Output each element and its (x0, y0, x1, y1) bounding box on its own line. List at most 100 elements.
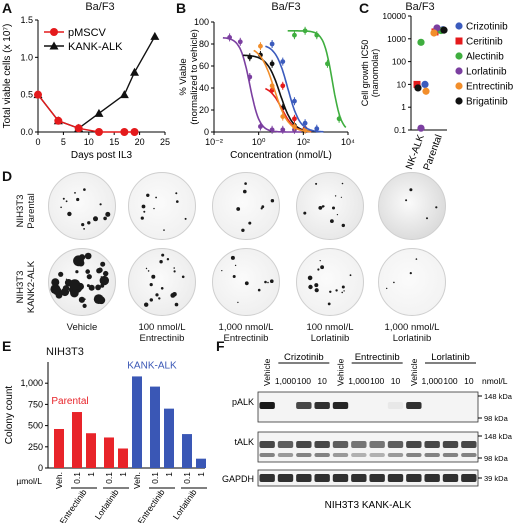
data-point-pmscv (34, 90, 42, 99)
data-point-crizotinib (302, 120, 308, 126)
y-axis-label: % Viable (178, 58, 189, 95)
point-ceritinib (413, 80, 421, 88)
colony (230, 255, 235, 260)
legend-marker-kank-alk (49, 41, 59, 50)
colony (314, 283, 319, 288)
western-blot: Vehicle 1,000 100 10 Vehicle 1,000 100 10 Vehicl… (216, 340, 520, 523)
colony (144, 302, 149, 307)
band-gapdh (369, 474, 385, 482)
data-point-pmscv (94, 128, 103, 136)
row-label-line: Parental (26, 193, 37, 229)
group-header: Entrectinib (355, 352, 400, 363)
legend-marker-alectinib (455, 52, 463, 60)
colony (176, 200, 179, 203)
band-palk (424, 402, 440, 409)
unit-label: nmol/L (482, 376, 508, 386)
panel-letter-e: E (2, 338, 12, 354)
data-point-lorlatinib (258, 124, 263, 129)
group-label: KANK-ALK (127, 360, 177, 371)
colony (84, 298, 86, 300)
colony (91, 287, 95, 290)
dish-colonies (236, 182, 275, 232)
lane-label: 10 (391, 376, 401, 386)
caption-line: 100 nmol/L (306, 322, 354, 333)
band-gapdh (332, 474, 349, 482)
data-point-ceritinib (280, 83, 286, 89)
y-tick-label: 250 (28, 442, 43, 452)
band-tALK-lower (259, 453, 275, 457)
row-label-line: KANK2-ALK (26, 260, 37, 314)
band-palk (259, 402, 275, 409)
colony (244, 182, 247, 185)
colony (147, 270, 150, 272)
band-tALK-lower (369, 453, 385, 457)
marker-label: 39 kDa (484, 474, 509, 483)
data-point-pmscv (74, 124, 83, 133)
colony (83, 228, 85, 230)
band-tALK-lower (461, 453, 477, 457)
colony (386, 287, 388, 290)
row-label-gapdh: GAPDH (222, 474, 254, 484)
colony (232, 275, 236, 278)
band-palk (332, 402, 349, 409)
band-tALK-lower (277, 453, 294, 457)
dish-colonies (307, 260, 352, 306)
colony (267, 281, 269, 284)
y-tick-label: 100 (392, 57, 406, 67)
band-palk (406, 402, 422, 409)
colony (173, 270, 176, 273)
colony (184, 217, 187, 220)
band-tALK-lower (424, 453, 440, 457)
band-gapdh (461, 474, 477, 482)
legend-marker-entrectinib (455, 82, 463, 90)
legend-marker-brigatinib (455, 97, 463, 105)
colony (174, 302, 179, 307)
group-header: Crizotinib (284, 352, 324, 363)
colony-dish (128, 248, 196, 316)
legend-marker-crizotinib (455, 22, 463, 30)
data-point-alectinib (325, 61, 330, 67)
drug-label: Lorlatinib (171, 487, 199, 521)
point-lorlatinib (417, 124, 425, 132)
x-axis-label: Concentration (nmol/L) (230, 150, 332, 161)
drug-label: Lorlatinib (93, 487, 121, 521)
marker-label: 148 kDa (484, 432, 513, 441)
y-tick-label: 1.0 (20, 52, 33, 62)
colony (161, 253, 165, 257)
legend-label-lorlatinib: Lorlatinib (466, 67, 507, 78)
lane-label: Vehicle (336, 358, 346, 386)
caption-line: 1,000 nmol/L (218, 322, 274, 333)
y-axis-label: Total viable cells (x 10⁷) (2, 24, 13, 129)
band-talk (277, 441, 294, 448)
data-point-lorlatinib (247, 74, 253, 80)
colony (62, 197, 65, 200)
colony (241, 228, 245, 232)
lane-label: 1,000 (348, 376, 370, 386)
colony (341, 291, 343, 294)
data-point-brigatinib (269, 61, 275, 67)
colony (170, 293, 176, 298)
data-point-entrectinib (258, 43, 263, 49)
colony (60, 287, 70, 297)
colony (163, 229, 165, 231)
data-point-lorlatinib (237, 39, 243, 45)
colony (100, 283, 105, 288)
colony (173, 267, 175, 269)
colony (236, 207, 241, 211)
dish-colonies (303, 182, 345, 228)
x-tick-label: 10 (84, 137, 94, 147)
y-tick-label: 60 (199, 61, 209, 71)
colony (349, 274, 352, 277)
colony-dish (212, 248, 280, 316)
colony (70, 288, 79, 298)
y-tick-label: 0 (38, 463, 43, 473)
colony (76, 197, 80, 202)
colony (329, 290, 332, 293)
y-tick-label: 20 (199, 105, 209, 115)
column-caption: Vehicle (38, 322, 126, 333)
x-tick-label: 10⁰ (252, 137, 266, 147)
lane-label: 100 (370, 376, 384, 386)
lane-label: 100 (297, 376, 311, 386)
colony (64, 279, 73, 287)
group-header: Lorlatinib (431, 352, 470, 363)
